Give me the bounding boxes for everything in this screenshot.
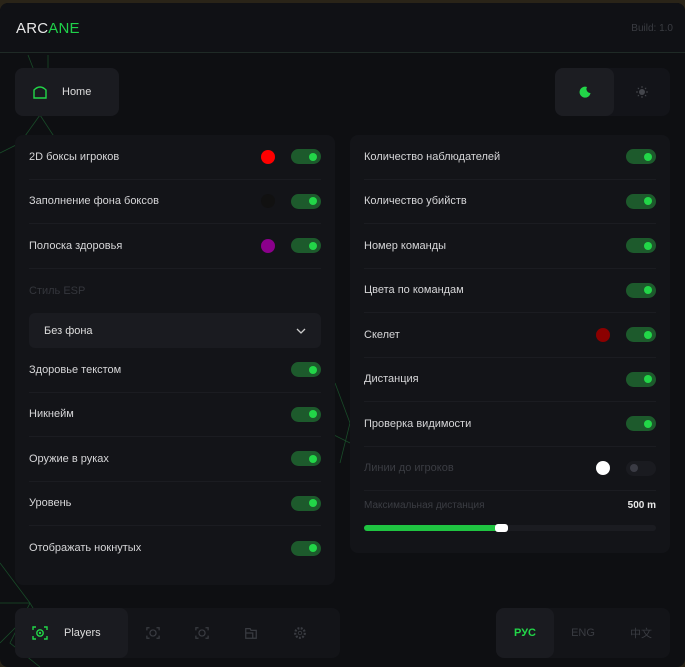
nav-aim[interactable] bbox=[128, 626, 177, 640]
left-settings-panel: 2D боксы игроков Заполнение фона боксов По… bbox=[15, 135, 335, 585]
toggle-switch[interactable] bbox=[291, 193, 321, 209]
nav-players[interactable]: Players bbox=[15, 608, 128, 658]
color-picker[interactable] bbox=[596, 461, 610, 476]
right-settings-panel: Количество наблюдателей Количество убийст… bbox=[350, 135, 670, 553]
toggle-switch[interactable] bbox=[626, 193, 656, 209]
sun-icon bbox=[636, 86, 648, 98]
setting-label: Скелет bbox=[364, 328, 400, 341]
nav-players-label: Players bbox=[64, 627, 101, 639]
setting-row: Дистанция bbox=[364, 358, 656, 402]
esp-style-value: Без фона bbox=[44, 324, 93, 337]
setting-label: Цвета по командам bbox=[364, 284, 464, 297]
nav-settings[interactable] bbox=[275, 626, 324, 640]
color-picker[interactable] bbox=[596, 327, 610, 342]
color-picker[interactable] bbox=[261, 238, 275, 253]
toggle-switch[interactable] bbox=[291, 495, 321, 511]
toggle-switch[interactable] bbox=[626, 238, 656, 254]
moon-icon bbox=[579, 86, 590, 98]
logo-accent: ANE bbox=[48, 20, 80, 37]
app-window: ARCANE Build: 1.0 Home 2D боксы игроков З… bbox=[0, 3, 685, 667]
esp-style-dropdown[interactable]: Без фона bbox=[29, 313, 321, 348]
setting-row: Количество наблюдателей bbox=[364, 135, 656, 180]
setting-row: Скелет bbox=[364, 313, 656, 358]
setting-label: Номер команды bbox=[364, 239, 447, 252]
toggle-switch[interactable] bbox=[626, 416, 656, 432]
setting-row: Цвета по командам bbox=[364, 269, 656, 313]
toggle-switch[interactable] bbox=[291, 238, 321, 254]
setting-label: Линии до игроков bbox=[364, 462, 454, 475]
max-distance-header: Максимальная дистанция 500 m bbox=[364, 483, 656, 517]
setting-label: Полоска здоровья bbox=[29, 239, 123, 252]
players-icon bbox=[32, 626, 48, 640]
toggle-switch[interactable] bbox=[291, 451, 321, 467]
lang-en[interactable]: ENG bbox=[571, 627, 595, 639]
language-switch: РУС ENG 中文 bbox=[496, 608, 670, 658]
setting-label: Уровень bbox=[29, 497, 72, 510]
setting-row: Полоска здоровья bbox=[29, 224, 321, 269]
setting-row: Уровень bbox=[29, 482, 321, 526]
toggle-switch[interactable] bbox=[626, 282, 656, 298]
setting-row: Заполнение фона боксов bbox=[29, 180, 321, 224]
setting-row: Линии до игроков bbox=[364, 447, 656, 491]
setting-label: Количество убийств bbox=[364, 195, 467, 208]
setting-row: Проверка видимости bbox=[364, 402, 656, 447]
bottom-nav: Players bbox=[15, 608, 340, 658]
home-label: Home bbox=[62, 86, 92, 98]
setting-row: Оружие в руках bbox=[29, 437, 321, 482]
toggle-switch[interactable] bbox=[291, 149, 321, 165]
setting-label: Количество наблюдателей bbox=[364, 150, 501, 163]
logo: ARCANE bbox=[16, 20, 80, 37]
toggle-switch[interactable] bbox=[626, 327, 656, 343]
home-icon bbox=[33, 86, 47, 99]
setting-label: Здоровье текстом bbox=[29, 363, 122, 376]
aim-icon bbox=[145, 627, 160, 639]
setting-row: Количество убийств bbox=[364, 180, 656, 224]
slider-handle[interactable] bbox=[495, 524, 509, 532]
lang-zh[interactable]: 中文 bbox=[630, 628, 652, 640]
toggle-switch[interactable] bbox=[626, 149, 656, 165]
color-picker[interactable] bbox=[261, 149, 275, 164]
setting-label: Дистанция bbox=[364, 373, 419, 386]
setting-row: 2D боксы игроков bbox=[29, 135, 321, 180]
light-theme-button[interactable] bbox=[614, 86, 670, 98]
toggle-switch[interactable] bbox=[291, 362, 321, 378]
setting-label: Заполнение фона боксов bbox=[29, 195, 159, 208]
home-button[interactable]: Home bbox=[15, 68, 119, 116]
lang-ru[interactable]: РУС bbox=[496, 608, 554, 658]
gear-icon bbox=[293, 627, 306, 639]
color-picker[interactable] bbox=[261, 194, 275, 209]
setting-row: Номер команды bbox=[364, 224, 656, 269]
aim-alt-icon bbox=[194, 627, 209, 639]
dark-theme-button[interactable] bbox=[555, 68, 614, 116]
max-distance-label: Максимальная дистанция bbox=[364, 500, 485, 511]
toggle-switch[interactable] bbox=[626, 460, 656, 476]
header: ARCANE Build: 1.0 bbox=[0, 3, 685, 53]
setting-label: Никнейм bbox=[29, 408, 74, 421]
folder-icon bbox=[244, 628, 257, 639]
max-distance-value: 500 m bbox=[627, 500, 656, 511]
max-distance-slider[interactable] bbox=[364, 524, 656, 532]
esp-style-label: Стиль ESP bbox=[29, 284, 86, 297]
build-version: Build: 1.0 bbox=[631, 23, 673, 34]
logo-part: ARC bbox=[16, 20, 49, 37]
toggle-switch[interactable] bbox=[291, 540, 321, 556]
setting-label: 2D боксы игроков bbox=[29, 150, 120, 163]
theme-switch bbox=[555, 68, 670, 116]
setting-row: Отображать нокнутых bbox=[29, 526, 321, 571]
chevron-down-icon bbox=[296, 328, 306, 334]
setting-label: Проверка видимости bbox=[364, 417, 472, 430]
toggle-switch[interactable] bbox=[626, 371, 656, 387]
nav-configs[interactable] bbox=[226, 626, 275, 640]
setting-label: Оружие в руках bbox=[29, 452, 109, 465]
nav-aim-alt[interactable] bbox=[177, 626, 226, 640]
setting-label: Отображать нокнутых bbox=[29, 542, 142, 555]
slider-fill bbox=[364, 525, 502, 531]
toggle-switch[interactable] bbox=[291, 406, 321, 422]
setting-row: Здоровье текстом bbox=[29, 348, 321, 393]
setting-row: Никнейм bbox=[29, 393, 321, 437]
